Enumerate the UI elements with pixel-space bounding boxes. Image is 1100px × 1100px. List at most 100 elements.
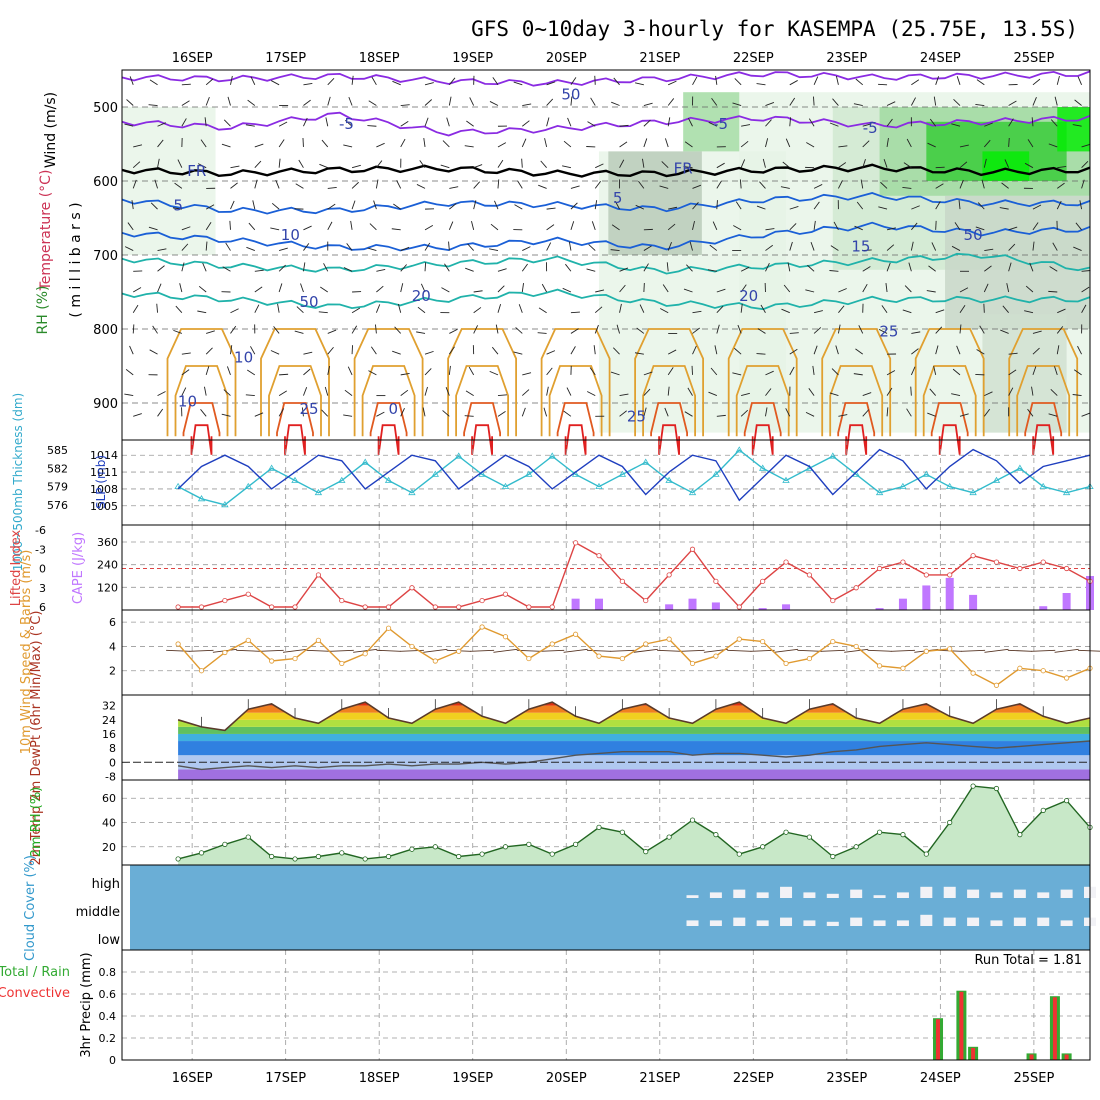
- surface-warm-contour: [260, 328, 330, 437]
- pressure-tick-label: 900: [93, 397, 118, 412]
- wind-barb: [515, 327, 523, 334]
- surface-warm-contour: [727, 328, 798, 437]
- wind-barb: [540, 160, 547, 168]
- cloud-cell: [967, 889, 980, 898]
- wind-barb: [129, 345, 134, 355]
- wind-speed-point: [549, 641, 555, 647]
- cape-li-panel: 120 240 360 -6 -3 0 3 6 Lifted Index CAPE (J/kg): [9, 524, 1094, 614]
- cloud-cell: [1060, 920, 1073, 926]
- wind-barb: [522, 246, 531, 251]
- wind-barb: [563, 140, 572, 148]
- wind-barb: [473, 181, 481, 189]
- wind-barb: [667, 223, 676, 231]
- wind-barb: [692, 345, 697, 355]
- li-tick-label: -6: [35, 524, 46, 537]
- wind-barb: [959, 305, 966, 313]
- wind-barb: [1075, 222, 1082, 231]
- wind-barb: [667, 242, 672, 251]
- lifted-index-point: [175, 604, 181, 610]
- wind-barb: [490, 223, 499, 231]
- wind-barb: [1048, 413, 1058, 417]
- wind-barb: [858, 325, 864, 334]
- wind-barb: [441, 287, 450, 293]
- wind-barb: [246, 246, 255, 251]
- surface-wind-barb: [1054, 648, 1079, 653]
- wind-barb: [716, 414, 726, 417]
- wind-barb: [687, 387, 693, 396]
- cape-bar: [594, 598, 603, 610]
- lifted-index-point: [222, 597, 228, 604]
- rh-point: [573, 841, 579, 847]
- lifted-index-point: [830, 597, 836, 604]
- wind-barb: [422, 407, 426, 417]
- wind-barb: [270, 227, 280, 231]
- wind-barb: [248, 222, 256, 231]
- temp-tick-label: 0: [109, 756, 116, 769]
- wind-barb: [813, 345, 818, 355]
- contour-label: 50: [964, 226, 983, 244]
- wind-barb: [320, 286, 329, 293]
- cloud-cover-panel: high middle low Cloud Cover (%): [23, 855, 1096, 961]
- wind-barb: [230, 75, 233, 85]
- wind-barb: [1008, 226, 1018, 231]
- wind-barb: [935, 183, 944, 189]
- surface-wind-barb: [563, 648, 588, 653]
- cloud-cell: [686, 895, 699, 898]
- wind-barb: [883, 159, 888, 168]
- surface-warm-contour: [837, 402, 876, 437]
- wind-speed-point: [245, 637, 251, 643]
- wind-barb: [1073, 369, 1082, 376]
- wind-barb: [223, 389, 231, 396]
- wind-barb: [661, 161, 669, 169]
- thickness-point: [1039, 482, 1047, 490]
- wind-barb: [205, 347, 213, 355]
- surface-wind-barb: [586, 649, 612, 652]
- wind-barb: [323, 263, 329, 272]
- wind-barb: [935, 326, 943, 334]
- rh-point: [526, 841, 532, 847]
- cape-bar: [945, 577, 954, 610]
- wind-barb: [741, 124, 751, 127]
- surface-wind-barb: [727, 649, 752, 652]
- rh-point: [689, 817, 696, 823]
- wind-barb: [667, 98, 675, 106]
- wind-barb: [442, 410, 450, 417]
- surface-wind-barb: [540, 649, 565, 652]
- wind-barb: [467, 243, 474, 251]
- wind-barb: [271, 202, 280, 210]
- wind-speed-point: [1017, 665, 1023, 671]
- rh-point: [993, 785, 1000, 792]
- wind-barb: [835, 345, 839, 355]
- wind-barb: [757, 328, 766, 334]
- wind-barb: [740, 266, 750, 272]
- wind-barb: [303, 387, 308, 396]
- wind-barb: [683, 166, 693, 169]
- wind-barb: [497, 411, 506, 417]
- wind-barb: [174, 182, 183, 189]
- wind-barb: [546, 367, 553, 376]
- surface-wind-barb: [984, 648, 1009, 653]
- wind-barb: [181, 352, 191, 355]
- wind-barb: [223, 119, 231, 127]
- wind-barb: [348, 96, 353, 106]
- surface-warm-contour: [190, 424, 213, 455]
- contour-label: 10: [234, 348, 253, 366]
- wind-barb: [829, 270, 839, 272]
- thickness-point: [384, 476, 393, 483]
- wind-speed-point: [1064, 675, 1070, 681]
- wind-barb: [424, 262, 427, 272]
- wind-barb: [808, 388, 815, 396]
- wind-barb: [710, 367, 718, 376]
- wind-barb: [544, 138, 548, 148]
- wind-barb: [643, 371, 653, 376]
- wind-barb: [423, 137, 426, 148]
- cape-bar: [875, 608, 884, 610]
- wind-barb: [252, 200, 256, 210]
- wind-barb: [975, 226, 985, 231]
- wind-barb: [805, 411, 815, 417]
- thickness-tick-label: 579: [47, 481, 68, 494]
- thickness-point: [431, 470, 440, 477]
- wind-barb: [150, 202, 158, 210]
- rh-point: [947, 819, 953, 826]
- wind-barb: [464, 415, 474, 417]
